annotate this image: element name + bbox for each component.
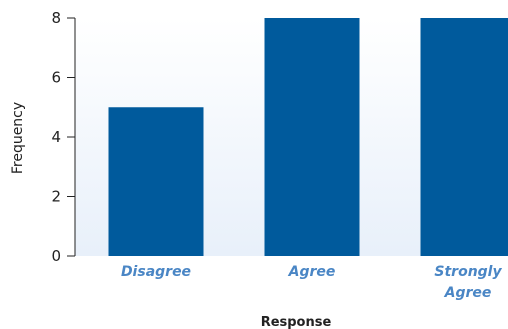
x-tick-label-line: Disagree (121, 264, 191, 280)
x-tick-label: Agree (288, 264, 336, 280)
y-tick-label: 4 (51, 128, 61, 146)
y-tick-label: 6 (51, 69, 61, 87)
y-axis-title: Frequency (10, 102, 26, 174)
bar-disagree (108, 107, 204, 256)
x-axis-title: Response (261, 315, 332, 329)
x-tick-label-line: Strongly (434, 264, 502, 280)
x-axis-labels: Disagree Agree Strongly Agree (121, 264, 503, 301)
y-tick-label: 2 (51, 188, 61, 206)
bar-agree (264, 18, 360, 256)
y-axis: 0 2 4 6 8 (51, 9, 76, 265)
bars (108, 18, 508, 256)
x-tick-label-line: Agree (444, 285, 492, 301)
x-tick-label-line: Agree (288, 264, 336, 280)
y-tick-label: 0 (51, 247, 61, 265)
bar-strongly-agree (420, 18, 508, 256)
x-tick-label: Disagree (121, 264, 191, 280)
y-tick-label: 8 (51, 9, 61, 27)
x-tick-label: Strongly Agree (434, 264, 502, 301)
